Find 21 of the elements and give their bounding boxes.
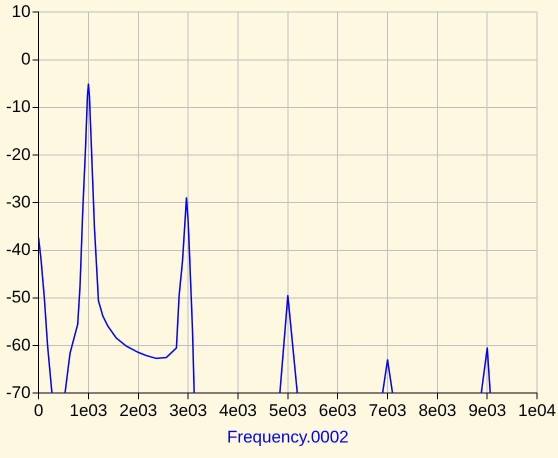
y-tick-label: -70 <box>6 382 31 402</box>
x-tick-label: 3e03 <box>169 401 208 420</box>
x-tick-label: 5e03 <box>268 401 307 420</box>
y-tick-label: -10 <box>6 97 31 116</box>
x-tick-label: 7e03 <box>368 401 406 420</box>
y-tick-label: 0 <box>21 50 31 69</box>
y-tick-label: -40 <box>6 240 31 260</box>
x-tick-label: 2e03 <box>119 401 158 420</box>
x-tick-label: 1e03 <box>70 401 108 420</box>
x-tick-label: 8e03 <box>418 401 456 420</box>
y-tick-label: 10 <box>12 2 31 21</box>
x-tick-label: 9e03 <box>468 401 506 420</box>
y-tick-label: -60 <box>6 335 31 354</box>
y-tick-label: -50 <box>6 288 31 307</box>
x-tick-label: 1e04 <box>518 401 556 420</box>
y-tick-label: -30 <box>6 192 31 212</box>
x-axis-title: Frequency.0002 <box>227 427 349 446</box>
y-tick-label: -20 <box>6 144 31 164</box>
x-tick-label: 4e03 <box>219 401 257 420</box>
x-tick-label: 0 <box>34 401 44 420</box>
x-tick-label: 6e03 <box>318 401 357 420</box>
